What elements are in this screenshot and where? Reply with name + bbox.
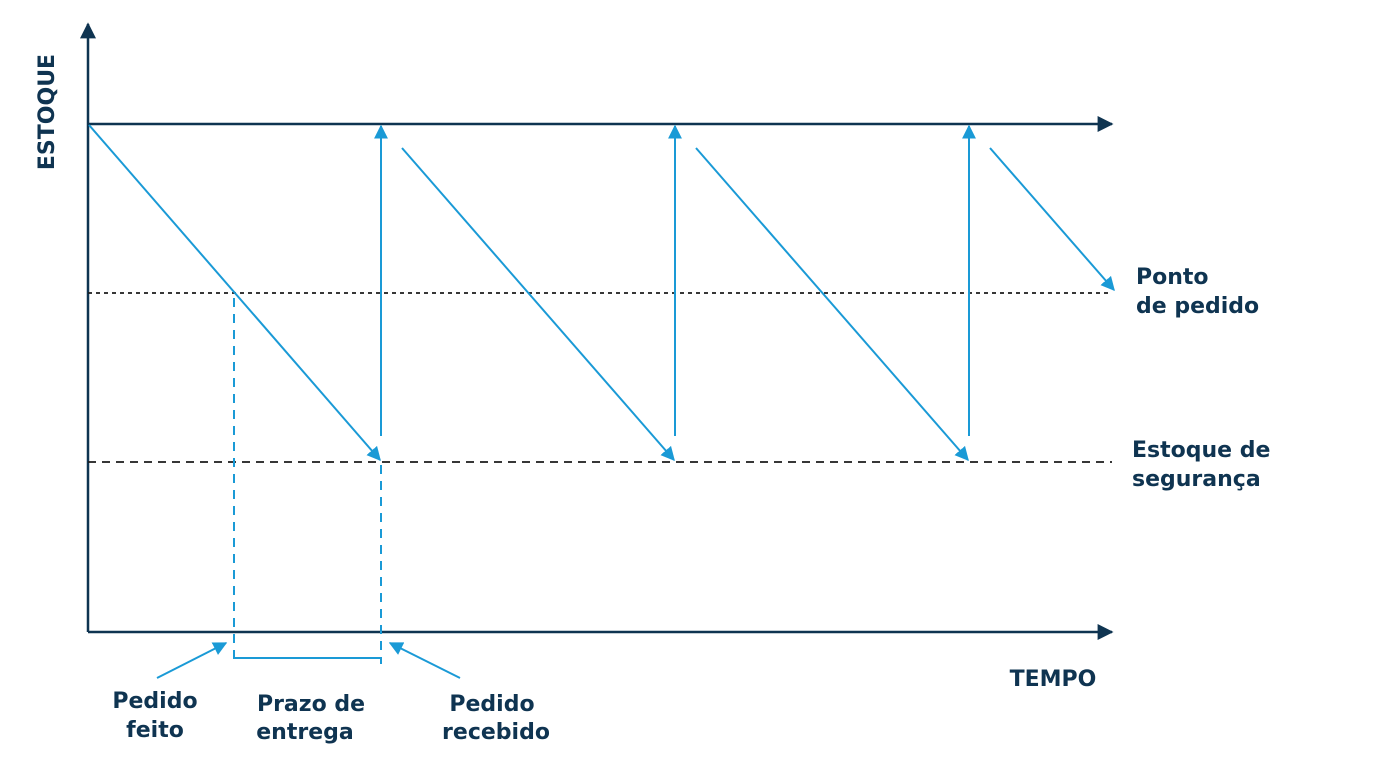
reorder-point-label-line2: de pedido bbox=[1136, 294, 1259, 319]
x-axis-label: TEMPO bbox=[1010, 667, 1097, 692]
safety-stock-label-line1: Estoque de bbox=[1132, 438, 1270, 463]
order-received-pointer bbox=[388, 642, 461, 679]
depletion-line bbox=[695, 147, 969, 462]
safety-stock-label-line2: segurança bbox=[1132, 467, 1261, 492]
order-placed-pointer bbox=[156, 642, 228, 679]
depletion-line bbox=[401, 147, 675, 462]
y-axis-label: ESTOQUE bbox=[35, 54, 60, 170]
order-received-label-line2: recebido bbox=[442, 720, 550, 745]
lead-time-label-line2: entrega bbox=[256, 720, 353, 745]
depletion-line bbox=[989, 147, 1115, 292]
lead-time-label-line1: Prazo de bbox=[257, 692, 365, 717]
order-placed-label-line2: feito bbox=[126, 718, 184, 743]
order-received-label-line1: Pedido bbox=[449, 692, 534, 717]
order-placed-label-line1: Pedido bbox=[112, 689, 197, 714]
depletion-line bbox=[88, 124, 381, 462]
reorder-point-label-line1: Ponto bbox=[1136, 265, 1209, 290]
